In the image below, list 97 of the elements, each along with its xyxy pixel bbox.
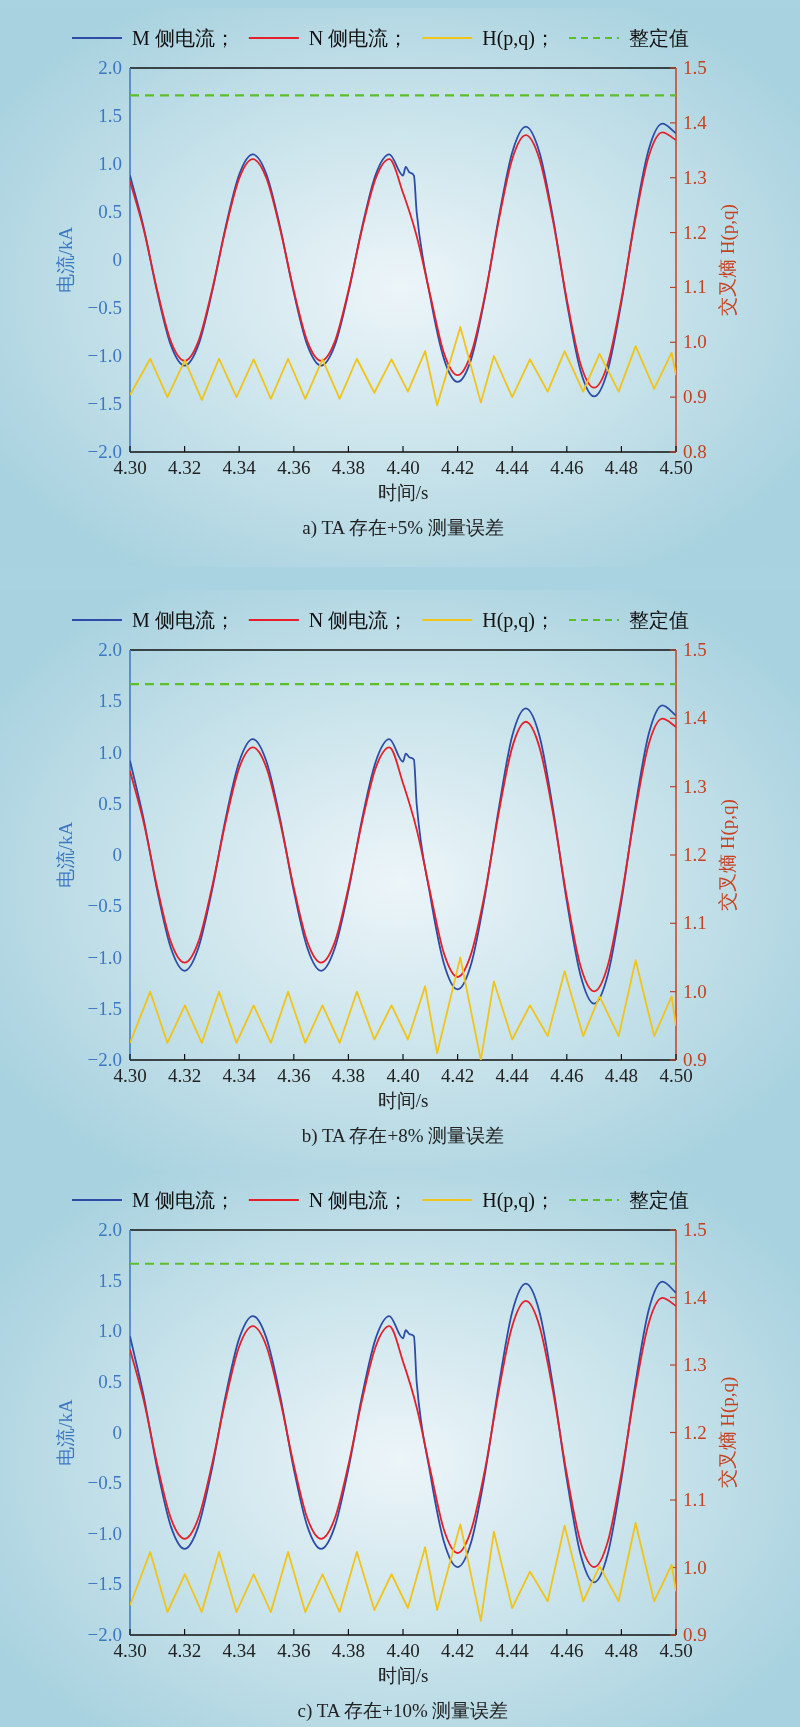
- x-axis-title: 时间/s: [377, 1665, 429, 1686]
- y2-tick-label: 1.5: [683, 639, 707, 660]
- y-tick-label: 2.0: [98, 1219, 122, 1240]
- y-tick-label: −0.5: [87, 1472, 122, 1494]
- text: c) TA 存在+10% 测量误差: [297, 1700, 509, 1722]
- x-tick-label: 4.40: [386, 1640, 420, 1661]
- y-tick-label: −0.5: [87, 895, 122, 917]
- y2-tick-label: 1.0: [683, 980, 707, 1002]
- x-tick-label: 4.48: [604, 1065, 639, 1086]
- y2-axis-title: 交叉熵 H(p,q): [717, 204, 739, 316]
- y-tick-label: −0.5: [87, 297, 122, 318]
- x-tick-label: 4.34: [222, 1640, 257, 1661]
- x-tick-label: 4.32: [167, 1065, 202, 1086]
- legend-label: M 侧电流；: [132, 609, 235, 631]
- y-tick-label: 1.0: [98, 153, 122, 174]
- y2-tick-label: 1.1: [683, 1489, 707, 1510]
- y2-tick-label: 1.0: [683, 331, 707, 353]
- y-tick-label: −1.0: [87, 345, 122, 366]
- x-axis-title: 时间/s: [377, 482, 429, 503]
- line-series: [130, 1522, 676, 1622]
- y2-tick-label: 1.2: [683, 221, 707, 243]
- text: b) TA 存在+8% 测量误差: [301, 1125, 505, 1147]
- x-tick-label: 4.48: [604, 457, 639, 478]
- x-tick-label: 4.48: [604, 1640, 639, 1661]
- x-tick-label: 4.44: [495, 457, 530, 478]
- y2-tick-label: 1.1: [683, 276, 707, 298]
- y2-tick-label: 1.5: [683, 57, 707, 78]
- x-tick-label: 4.42: [440, 1640, 475, 1661]
- y-tick-label: 0: [112, 249, 122, 270]
- legend-label: N 侧电流；: [308, 609, 409, 631]
- x-tick-label: 4.38: [331, 1065, 366, 1086]
- x-tick-label: 4.42: [440, 1065, 475, 1086]
- y2-tick-label: 0.9: [683, 386, 707, 408]
- legend-label: 整定值: [629, 27, 690, 49]
- x-tick-label: 4.46: [550, 1640, 584, 1661]
- x-tick-label: 4.36: [277, 1065, 311, 1086]
- y-axis-title: 电流/kA: [55, 821, 76, 889]
- y-tick-label: −1.5: [87, 393, 122, 414]
- legend-label: N 侧电流；: [308, 1189, 409, 1211]
- y-axis-title: 电流/kA: [55, 1398, 76, 1466]
- x-axis-title: 时间/s: [377, 1090, 429, 1111]
- y2-tick-label: 1.5: [683, 1219, 707, 1240]
- x-tick-label: 4.40: [386, 1065, 420, 1086]
- legend-label: H(p,q)；: [482, 609, 556, 632]
- y-tick-label: −1.0: [87, 1522, 122, 1544]
- x-tick-label: 4.38: [331, 1640, 366, 1661]
- x-tick-label: 4.38: [331, 457, 366, 478]
- y-tick-label: 0: [112, 844, 122, 865]
- y2-tick-label: 1.3: [683, 1354, 707, 1375]
- text: a) TA 存在+5% 测量误差: [302, 517, 504, 539]
- x-tick-label: 4.36: [277, 1640, 311, 1661]
- y2-tick-label: 1.1: [683, 912, 707, 934]
- x-tick-label: 4.34: [222, 457, 257, 478]
- legend-label: 整定值: [629, 1189, 690, 1211]
- line-series: [130, 956, 676, 1060]
- y2-tick-label: 1.3: [683, 166, 707, 188]
- y-tick-label: 0.5: [98, 792, 122, 814]
- y-tick-label: 1.0: [98, 741, 122, 763]
- x-tick-label: 4.36: [277, 457, 311, 478]
- y-tick-label: 0.5: [98, 201, 122, 222]
- y2-tick-label: 1.4: [683, 1286, 708, 1308]
- y2-tick-label: 1.0: [683, 1556, 707, 1578]
- y-tick-label: 1.5: [98, 105, 122, 126]
- y2-tick-label: 1.2: [683, 1421, 707, 1443]
- y2-axis-title: 交叉熵 H(p,q): [717, 1376, 739, 1489]
- y-tick-label: −1.5: [87, 1573, 122, 1595]
- legend-label: M 侧电流；: [132, 27, 235, 49]
- legend-label: H(p,q)；: [482, 1189, 556, 1212]
- y-tick-label: 1.5: [98, 1269, 122, 1291]
- y2-tick-label: 1.4: [683, 111, 708, 133]
- x-tick-label: 4.32: [167, 457, 202, 478]
- y-tick-label: 0.5: [98, 1370, 122, 1392]
- legend-label: H(p,q)；: [482, 27, 556, 50]
- y2-axis-title: 交叉熵 H(p,q): [717, 799, 739, 911]
- legend-label: N 侧电流；: [308, 27, 409, 49]
- y-tick-label: 0: [112, 1421, 122, 1443]
- y-axis-title: 电流/kA: [55, 226, 76, 294]
- x-tick-label: 4.40: [386, 457, 420, 478]
- x-tick-label: 4.32: [167, 1640, 202, 1661]
- x-tick-label: 4.42: [440, 457, 475, 478]
- y2-tick-label: 1.4: [683, 707, 708, 729]
- y-tick-label: −1.0: [87, 946, 122, 968]
- y2-tick-label: 1.2: [683, 844, 707, 865]
- y-tick-label: 2.0: [98, 57, 122, 78]
- y-tick-label: 1.5: [98, 690, 122, 712]
- x-tick-label: 4.46: [550, 1065, 584, 1086]
- x-tick-label: 4.44: [495, 1640, 530, 1661]
- line-series: [130, 326, 676, 407]
- y-tick-label: 2.0: [98, 639, 122, 660]
- x-tick-label: 4.44: [495, 1065, 530, 1086]
- legend-label: M 侧电流；: [132, 1189, 235, 1211]
- y-tick-label: −1.5: [87, 997, 122, 1019]
- y-tick-label: 1.0: [98, 1320, 122, 1342]
- x-tick-label: 4.34: [222, 1065, 257, 1086]
- legend-label: 整定值: [629, 609, 690, 631]
- y2-tick-label: 1.3: [683, 775, 707, 797]
- x-tick-label: 4.46: [550, 457, 584, 478]
